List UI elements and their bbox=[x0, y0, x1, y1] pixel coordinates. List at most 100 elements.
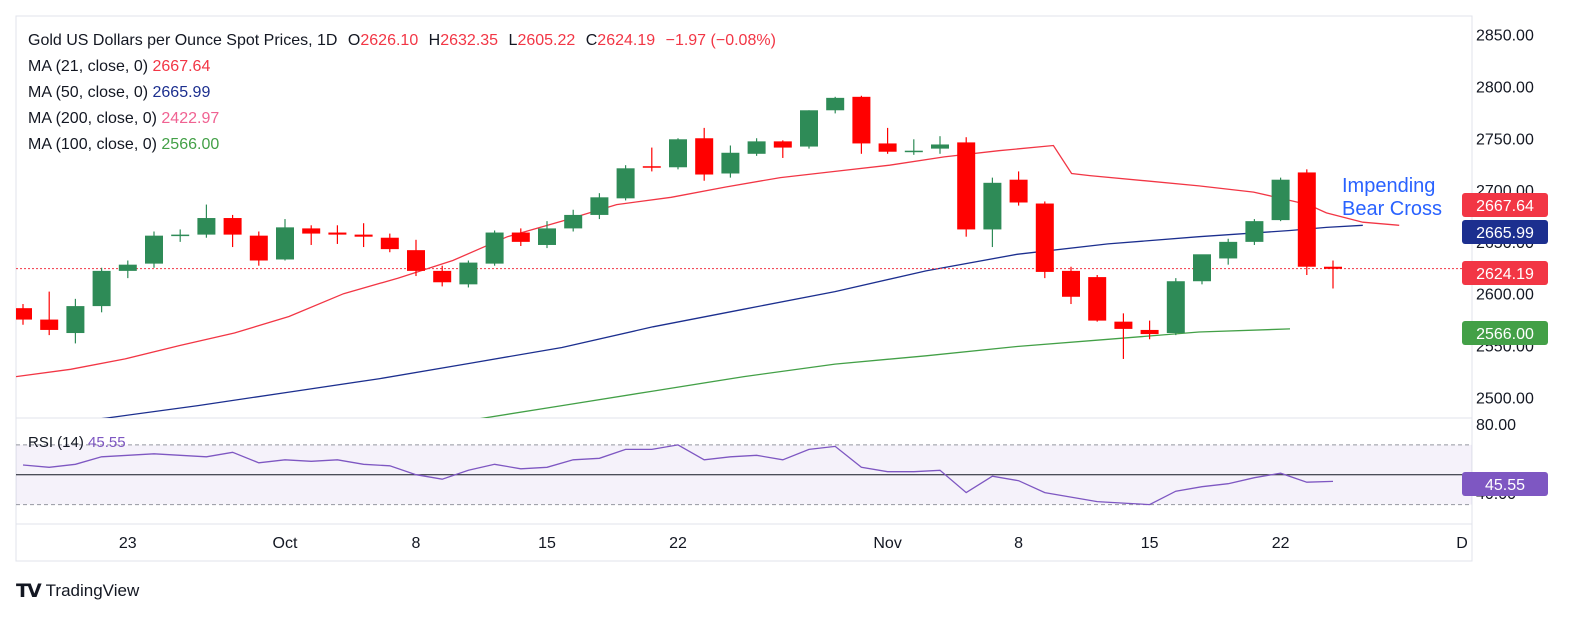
candle[interactable] bbox=[642, 147, 661, 172]
candle-body bbox=[1193, 254, 1211, 282]
ma100-price-tag[interactable]: 2566.00 bbox=[1462, 321, 1548, 345]
candle-body bbox=[1245, 221, 1264, 242]
candle-body bbox=[485, 232, 504, 264]
candle-body bbox=[197, 218, 216, 235]
last-price-tag-text: 2624.19 bbox=[1476, 266, 1534, 283]
ma21-label: MA (21, close, 0) bbox=[28, 58, 149, 75]
candle-body bbox=[564, 214, 583, 229]
ma21-legend[interactable]: MA (21, close, 0) 2667.64 bbox=[28, 57, 210, 77]
candle[interactable] bbox=[1219, 238, 1238, 265]
candle[interactable] bbox=[1062, 266, 1080, 305]
candle[interactable] bbox=[223, 214, 242, 248]
candle[interactable] bbox=[40, 291, 59, 336]
candle[interactable] bbox=[249, 231, 268, 266]
open-value: 2626.10 bbox=[360, 32, 419, 49]
candle[interactable] bbox=[171, 229, 190, 242]
candle[interactable] bbox=[826, 96, 845, 114]
candle[interactable] bbox=[878, 127, 897, 154]
candle[interactable] bbox=[328, 225, 347, 244]
ma21-price-tag[interactable]: 2667.64 bbox=[1462, 193, 1548, 217]
candle[interactable] bbox=[800, 110, 818, 149]
candle[interactable] bbox=[1324, 260, 1342, 289]
candle[interactable] bbox=[118, 260, 137, 279]
ohlc-legend[interactable]: Gold US Dollars per Ounce Spot Prices, 1… bbox=[28, 31, 776, 51]
candle[interactable] bbox=[407, 239, 425, 277]
candle[interactable] bbox=[459, 260, 478, 288]
candle[interactable] bbox=[931, 136, 949, 154]
ma100-value: 2566.00 bbox=[161, 136, 220, 153]
candle[interactable] bbox=[1035, 201, 1054, 279]
symbol-title: Gold US Dollars per Ounce Spot Prices, 1… bbox=[28, 32, 338, 49]
time-tick-label: Oct bbox=[273, 535, 298, 552]
rsi-value-tag[interactable]: 45.55 bbox=[1462, 472, 1548, 496]
candle[interactable] bbox=[485, 230, 504, 266]
candle[interactable] bbox=[92, 267, 111, 313]
candle[interactable] bbox=[1271, 177, 1290, 222]
candle[interactable] bbox=[354, 223, 373, 248]
candle[interactable] bbox=[590, 193, 609, 220]
candle[interactable] bbox=[721, 145, 740, 178]
candle-body bbox=[223, 218, 242, 235]
candle[interactable] bbox=[1166, 278, 1185, 336]
ma200-value: 2422.97 bbox=[161, 110, 220, 127]
candle[interactable] bbox=[983, 177, 1002, 248]
candle[interactable] bbox=[1297, 169, 1316, 276]
candle[interactable] bbox=[66, 298, 85, 344]
candle-body bbox=[983, 182, 1002, 230]
candle-body bbox=[642, 166, 661, 168]
candle[interactable] bbox=[616, 165, 635, 201]
candle[interactable] bbox=[1114, 313, 1133, 359]
candles-group[interactable] bbox=[14, 95, 1342, 359]
time-tick-label: 15 bbox=[538, 535, 556, 552]
candle-body bbox=[1324, 266, 1342, 269]
candle[interactable] bbox=[14, 304, 32, 325]
close-label: C bbox=[585, 32, 598, 49]
candle[interactable] bbox=[302, 225, 321, 245]
ma100-legend[interactable]: MA (100, close, 0) 2566.00 bbox=[28, 135, 219, 155]
candle-body bbox=[695, 138, 714, 175]
candle[interactable] bbox=[1193, 254, 1211, 285]
price-tick-label: 2750.00 bbox=[1476, 131, 1534, 148]
candle[interactable] bbox=[1088, 275, 1107, 322]
candle[interactable] bbox=[957, 137, 976, 237]
candle-body bbox=[669, 139, 687, 168]
candle[interactable] bbox=[1245, 219, 1264, 245]
candle[interactable] bbox=[773, 140, 792, 158]
candle[interactable] bbox=[669, 138, 687, 170]
candle-body bbox=[145, 235, 163, 264]
time-tick-label: 22 bbox=[1272, 535, 1290, 552]
candle-body bbox=[328, 232, 347, 235]
candle-body bbox=[171, 234, 190, 237]
ma50-legend[interactable]: MA (50, close, 0) 2665.99 bbox=[28, 83, 210, 103]
candle-body bbox=[249, 235, 268, 261]
candle[interactable] bbox=[852, 95, 871, 154]
candle[interactable] bbox=[538, 221, 556, 249]
candle[interactable] bbox=[197, 204, 216, 238]
rsi-legend[interactable]: RSI (14) 45.55 bbox=[28, 434, 126, 451]
candle-body bbox=[721, 152, 740, 174]
ma200-legend[interactable]: MA (200, close, 0) 2422.97 bbox=[28, 109, 219, 129]
candle[interactable] bbox=[695, 127, 714, 181]
candle[interactable] bbox=[1140, 320, 1159, 340]
close-value: 2624.19 bbox=[597, 32, 656, 49]
change-value: −1.97 (−0.08%) bbox=[665, 32, 776, 49]
price-tick-label: 2600.00 bbox=[1476, 287, 1534, 304]
candle[interactable] bbox=[1009, 171, 1028, 206]
candle[interactable] bbox=[276, 219, 294, 261]
time-axis[interactable]: 23 Oct 8 15 22 Nov 8 15 22 D bbox=[119, 535, 1468, 552]
candle[interactable] bbox=[747, 138, 766, 156]
tradingview-logo[interactable]: TV TradingView bbox=[16, 580, 139, 602]
ma50-price-tag[interactable]: 2665.99 bbox=[1462, 220, 1548, 244]
candle[interactable] bbox=[511, 228, 530, 247]
candle-body bbox=[747, 141, 766, 154]
candle[interactable] bbox=[145, 231, 163, 268]
candle-body bbox=[302, 228, 321, 234]
candle[interactable] bbox=[433, 265, 452, 287]
candle[interactable] bbox=[380, 233, 399, 253]
ma100-label: MA (100, close, 0) bbox=[28, 136, 157, 153]
candle[interactable] bbox=[904, 139, 923, 155]
candle[interactable] bbox=[564, 209, 583, 232]
candle-body bbox=[16, 308, 32, 320]
last-price-tag[interactable]: 2624.19 bbox=[1462, 261, 1548, 285]
